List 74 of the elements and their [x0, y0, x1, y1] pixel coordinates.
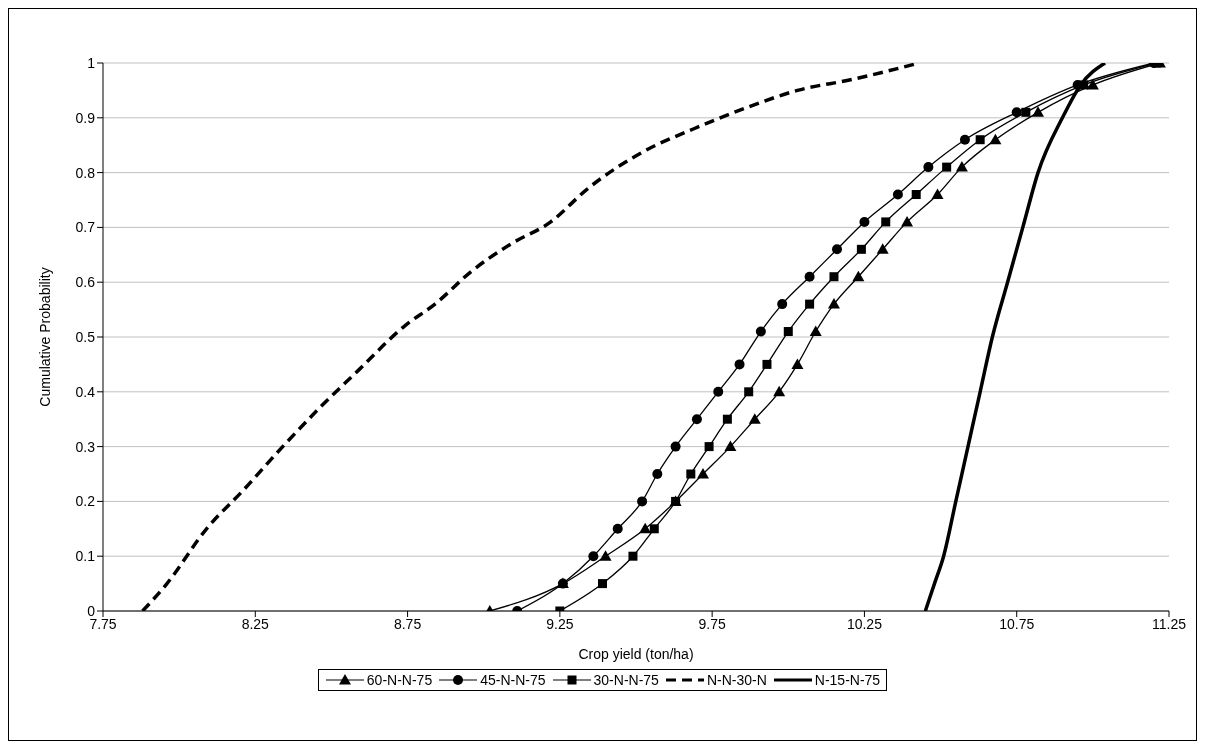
x-tick-label: 8.75 — [393, 615, 422, 632]
point — [748, 413, 761, 424]
point — [911, 190, 921, 200]
point — [955, 161, 968, 172]
point — [832, 244, 843, 255]
y-tick-label: 0.3 — [75, 438, 96, 455]
point — [637, 496, 648, 507]
y-tick-label: 0.9 — [75, 109, 96, 126]
point — [975, 135, 985, 145]
point — [588, 551, 599, 562]
x-tick-label: 8.25 — [241, 615, 270, 632]
point — [859, 216, 870, 227]
point — [791, 358, 804, 369]
point — [856, 244, 866, 254]
point — [599, 550, 612, 561]
point — [783, 327, 793, 337]
point — [989, 133, 1002, 145]
point — [697, 468, 710, 479]
point — [804, 271, 815, 282]
point — [744, 387, 754, 397]
y-tick-label: 0.5 — [75, 328, 96, 345]
point — [755, 326, 766, 337]
point — [612, 523, 623, 534]
y-tick-label: 0.1 — [75, 548, 96, 565]
y-tick-label: 0.6 — [75, 274, 96, 291]
legend-label: N-N-30-N — [706, 672, 767, 688]
point — [881, 217, 891, 227]
y-tick-label: 0.8 — [75, 164, 96, 181]
point — [892, 189, 903, 200]
x-tick-label: 10.75 — [999, 615, 1035, 632]
point — [1032, 106, 1045, 117]
point — [876, 243, 889, 254]
point — [691, 414, 702, 425]
point — [1021, 107, 1031, 117]
point — [809, 325, 822, 337]
x-tick-label: 11.25 — [1152, 615, 1187, 632]
point — [959, 134, 970, 145]
y-axis-title: Cumulative Probability — [36, 267, 53, 407]
point — [1079, 80, 1089, 90]
x-tick-label: 9.25 — [546, 615, 574, 632]
legend-label: 45-N-N-75 — [480, 672, 546, 688]
y-tick-label: 0.4 — [75, 383, 96, 400]
x-axis-title: Crop yield (ton/ha) — [578, 646, 694, 662]
legend-label: 60-N-N-75 — [366, 672, 433, 688]
y-tick-label: 0.7 — [75, 219, 96, 236]
point — [1011, 107, 1022, 118]
legend-label: N-15-N-75 — [814, 672, 881, 688]
point — [598, 579, 607, 589]
point — [942, 162, 952, 172]
point — [724, 440, 737, 452]
point — [773, 385, 786, 397]
point — [713, 386, 724, 397]
point — [829, 272, 839, 282]
y-tick-label: 0.2 — [75, 493, 96, 510]
point — [762, 359, 772, 369]
point — [852, 270, 865, 282]
point — [827, 298, 840, 309]
point — [704, 442, 714, 452]
point — [628, 551, 638, 561]
point — [649, 524, 659, 534]
y-tick-label: 1 — [87, 54, 96, 71]
point — [722, 414, 732, 424]
x-tick-label: 10.25 — [846, 615, 883, 632]
point — [734, 359, 745, 370]
point — [777, 299, 788, 310]
point — [686, 469, 696, 479]
point — [652, 469, 663, 479]
point — [923, 162, 934, 173]
point — [670, 441, 681, 452]
point — [901, 215, 914, 227]
point — [805, 299, 815, 309]
x-tick-label: 9.75 — [698, 615, 726, 632]
legend-label: 30-N-N-75 — [593, 672, 659, 688]
point — [931, 188, 944, 200]
